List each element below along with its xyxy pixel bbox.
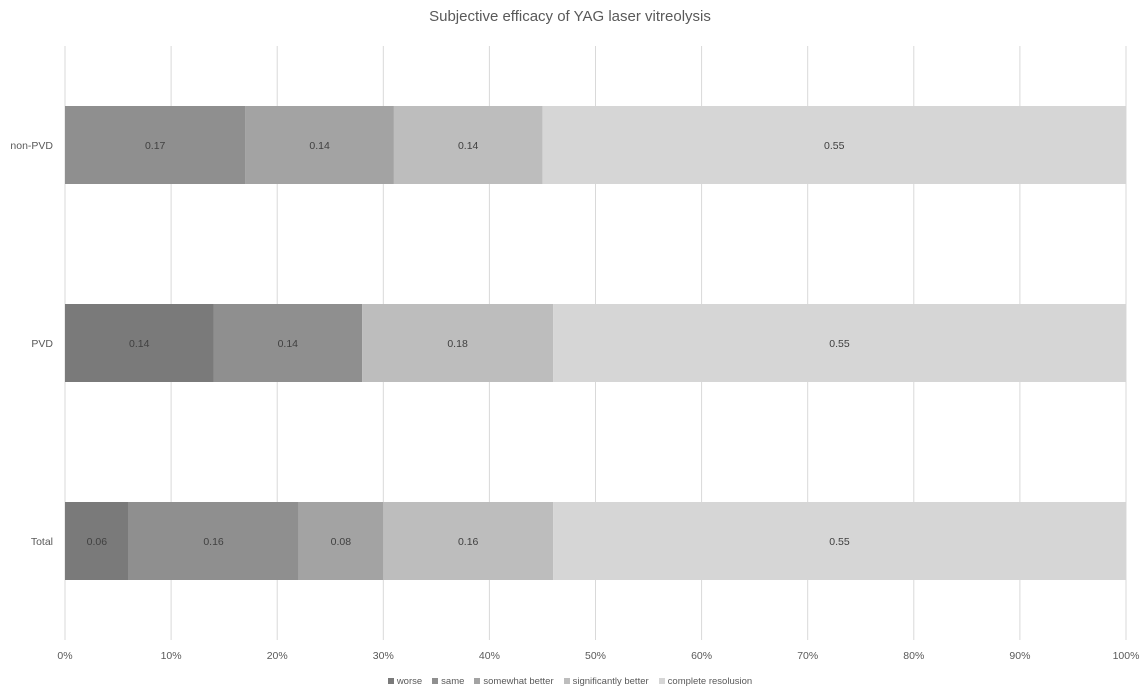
chart-title: Subjective efficacy of YAG laser vitreol… [429, 8, 711, 25]
legend-label: same [441, 675, 465, 687]
legend-swatch [387, 678, 394, 684]
x-tick-label: 90% [1009, 650, 1030, 662]
x-tick-label: 70% [797, 650, 818, 662]
x-tick-label: 30% [373, 650, 394, 662]
data-label: 0.55 [824, 140, 845, 152]
legend-swatch [658, 678, 665, 684]
legend-item: complete resolusion [658, 675, 753, 687]
bar-segment [65, 502, 129, 580]
data-label: 0.08 [331, 536, 352, 548]
bar-segment [245, 106, 394, 184]
x-tick-label: 50% [585, 650, 606, 662]
bar-segment [128, 502, 299, 580]
data-label: 0.14 [309, 140, 330, 152]
data-label: 0.14 [278, 338, 299, 350]
legend-label: significantly better [572, 675, 649, 687]
legend-label: complete resolusion [667, 675, 753, 687]
legend-item: significantly better [563, 675, 649, 687]
data-label: 0.14 [458, 140, 479, 152]
bar-segment [553, 304, 1126, 382]
legend-swatch [432, 678, 439, 684]
data-label: 0.16 [203, 536, 224, 548]
x-tick-label: 100% [1113, 650, 1140, 662]
bar-segment [542, 106, 1126, 184]
x-tick-label: 40% [479, 650, 500, 662]
legend-label: somewhat better [483, 675, 554, 687]
x-tick-label: 80% [903, 650, 924, 662]
data-label: 0.16 [458, 536, 479, 548]
data-label: 0.55 [829, 338, 850, 350]
data-label: 0.06 [87, 536, 108, 548]
x-tick-label: 0% [57, 650, 72, 662]
x-tick-label: 60% [691, 650, 712, 662]
bar-segment [298, 502, 384, 580]
y-category-label: PVD [31, 338, 53, 350]
chart-legend: worse same somewhat better significantly be… [0, 674, 1140, 688]
legend-swatch [563, 678, 570, 684]
legend-swatch [474, 678, 481, 684]
y-category-label: non-PVD [10, 140, 53, 152]
bar-segment [553, 502, 1126, 580]
bar-segment [65, 106, 246, 184]
x-tick-label: 10% [161, 650, 182, 662]
data-label: 0.17 [145, 140, 166, 152]
legend-item: worse [387, 675, 423, 687]
chart-plot-area: 0% 10% 20% 30% 40% 50% 60% 70% 80% 90% 100% non-PVD… [10, 46, 1140, 662]
data-label: 0.18 [447, 338, 468, 350]
bar-segment [65, 304, 214, 382]
legend-label: worse [396, 675, 423, 687]
legend-item: same [432, 676, 464, 687]
bar-segment [362, 304, 554, 382]
y-category-label: Total [31, 536, 53, 548]
data-label: 0.55 [829, 536, 850, 548]
legend-item: somewhat better [474, 675, 554, 687]
bar-segment [383, 502, 554, 580]
bar-segment [393, 106, 543, 184]
data-label: 0.14 [129, 338, 150, 350]
x-tick-label: 20% [267, 650, 288, 662]
bar-segment [213, 304, 363, 382]
